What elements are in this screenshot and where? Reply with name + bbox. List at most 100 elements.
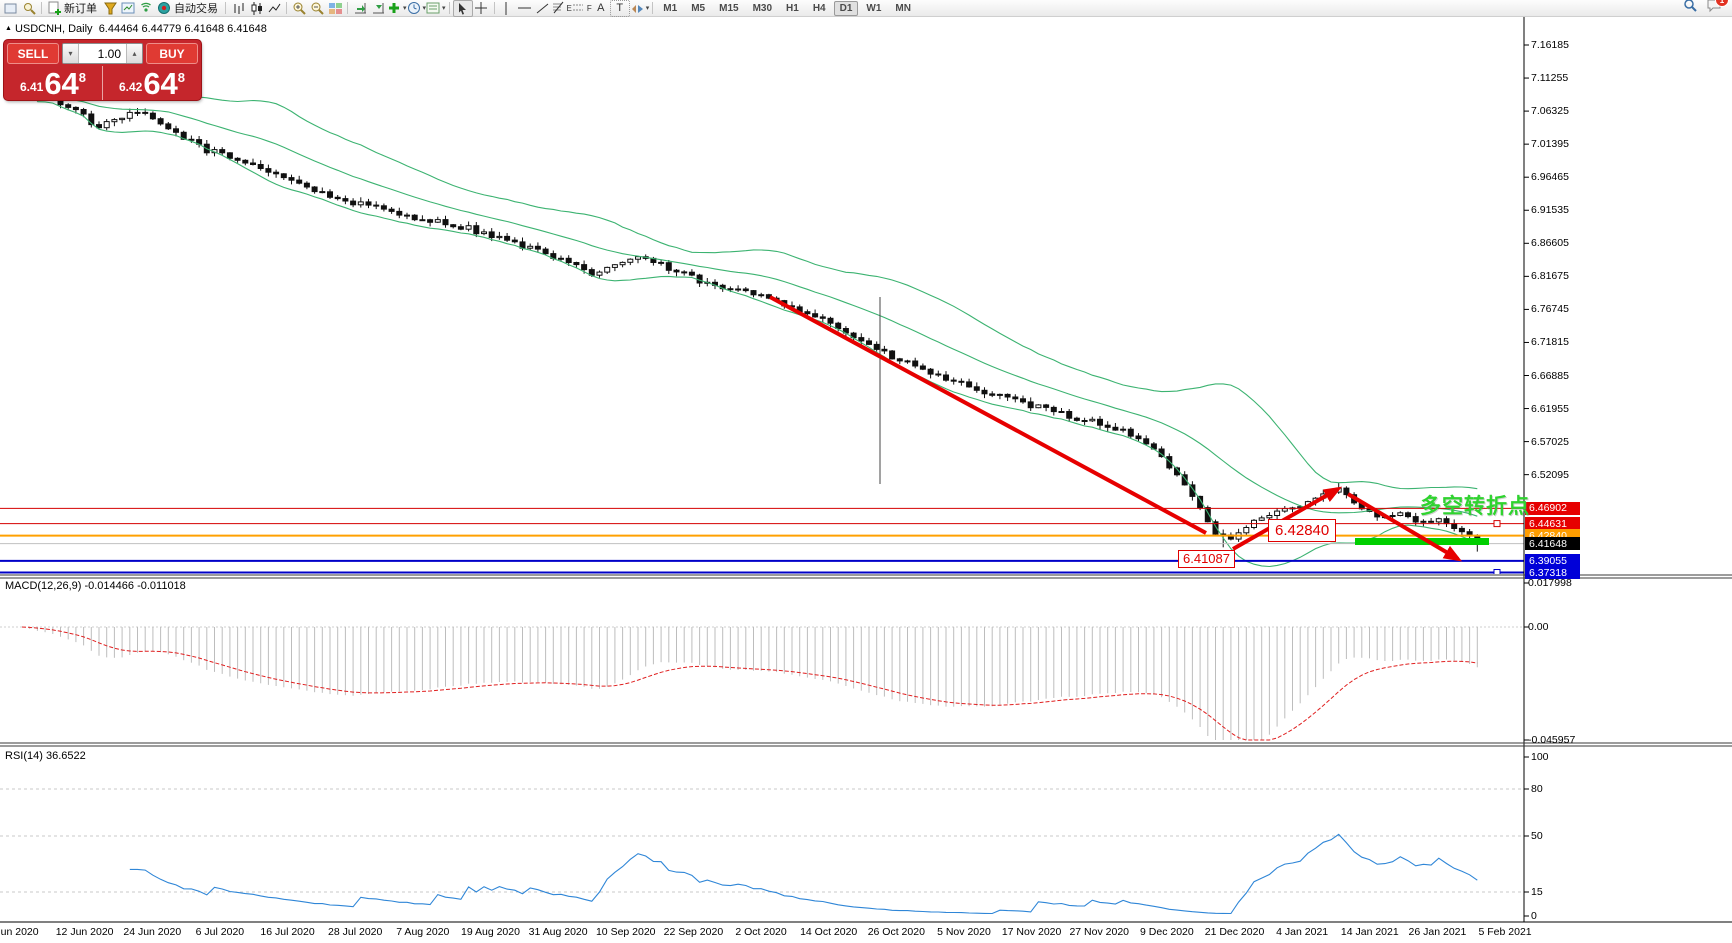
date-label: 17 Nov 2020	[1001, 926, 1062, 938]
buy-price-pips: 64	[143, 66, 178, 100]
candle-body	[542, 248, 549, 255]
horizontal-line-tool-icon[interactable]	[516, 1, 534, 16]
channel-tool-icon[interactable]: F	[572, 1, 592, 16]
chart-preview-icon[interactable]	[20, 1, 38, 16]
trend-annotation-layer[interactable]	[769, 295, 1489, 562]
candle-body	[1389, 515, 1396, 517]
candle-body	[1104, 424, 1111, 428]
signal-icon[interactable]	[137, 1, 155, 16]
line-chart-mode-icon[interactable]	[265, 1, 283, 16]
candle-body	[996, 393, 1003, 396]
volume-decrease-button[interactable]: ▾	[63, 44, 79, 63]
date-label: 21 Dec 2020	[1204, 926, 1265, 938]
sell-quote[interactable]: 6.41 64 8	[4, 66, 103, 100]
candle-body	[658, 261, 665, 264]
timeframe-button-m30[interactable]: M30	[752, 2, 773, 14]
one-click-collapse-icon[interactable]: ▲	[5, 25, 12, 32]
candlestick-mode-icon[interactable]	[247, 1, 265, 16]
periods-clock-icon[interactable]: ▾	[407, 1, 426, 16]
candle-body	[1135, 435, 1142, 440]
timeframe-toolbar: M1 M5 M15 M30 H1 H4 D1 W1 MN	[656, 0, 918, 16]
candle-body	[1112, 426, 1119, 431]
axis-label: 6.57025	[1531, 435, 1569, 448]
candle-body	[288, 177, 295, 181]
tile-windows-icon[interactable]	[326, 1, 344, 16]
indicators-icon[interactable]: ▾	[387, 1, 407, 16]
window-icon[interactable]	[2, 1, 20, 16]
timeframe-button-h4[interactable]: H4	[812, 2, 826, 14]
funnel-icon[interactable]	[101, 1, 119, 16]
line-drag-handle[interactable]	[1493, 569, 1501, 576]
autotrading-icon[interactable]	[155, 1, 173, 16]
candle-body	[919, 365, 926, 370]
candle-body	[635, 256, 641, 260]
candle-body	[673, 269, 680, 273]
zoom-out-icon[interactable]	[308, 1, 326, 16]
timeframe-button-d1[interactable]: D1	[833, 0, 859, 16]
line-drag-handle[interactable]	[1493, 520, 1501, 528]
candle-body	[950, 379, 957, 382]
chart-window-icon[interactable]	[119, 1, 137, 16]
notifications-chat-icon[interactable]: 1	[1706, 0, 1729, 18]
pivot-point-text-annotation[interactable]: 多空转折点	[1420, 495, 1530, 518]
timeframe-button-mn[interactable]: MN	[895, 2, 911, 14]
axis-label: 6.71815	[1531, 336, 1569, 349]
crosshair-tool-icon[interactable]	[473, 1, 491, 16]
volume-increase-button[interactable]: ▴	[126, 44, 142, 63]
new-order-icon[interactable]	[45, 1, 63, 16]
candle-body	[681, 271, 688, 274]
chart-shift-icon[interactable]	[369, 1, 387, 16]
timeframe-button-w1[interactable]: W1	[866, 2, 882, 14]
trend-arrow[interactable]	[1346, 492, 1463, 562]
candle-body	[327, 191, 333, 198]
search-icon[interactable]	[1683, 0, 1698, 18]
date-label: 27 Nov 2020	[1069, 926, 1130, 938]
candle-body	[912, 360, 919, 367]
divider	[347, 2, 348, 14]
sell-button[interactable]: SELL	[7, 43, 59, 64]
candle-body	[1043, 404, 1050, 408]
candle-body	[927, 368, 934, 375]
candle-body	[527, 245, 534, 249]
date-label: 28 Jul 2020	[328, 926, 383, 938]
vertical-line-tool-icon[interactable]	[498, 1, 516, 16]
axis-label: 0.017998	[1528, 577, 1572, 589]
templates-icon[interactable]: ▾	[426, 1, 446, 16]
zoom-in-icon[interactable]	[290, 1, 308, 16]
text-tool-icon[interactable]: A	[597, 2, 605, 14]
buy-button[interactable]: BUY	[146, 43, 198, 64]
arrows-tool-icon[interactable]: ▾	[630, 1, 650, 16]
timeframe-button-h1[interactable]: H1	[786, 2, 799, 14]
timeframe-button-m1[interactable]: M1	[663, 2, 678, 14]
support-zone-rectangle[interactable]	[1355, 538, 1489, 545]
timeframe-button-m15[interactable]: M15	[719, 2, 739, 14]
volume-input[interactable]: 1.00	[97, 46, 121, 61]
candle-body	[373, 204, 380, 207]
axis-label: 7.11255	[1531, 72, 1569, 85]
low-price-annotation[interactable]: 6.41087	[1178, 550, 1235, 568]
trendline-tool-icon[interactable]	[534, 1, 552, 16]
auto-scroll-icon[interactable]	[351, 1, 369, 16]
bar-chart-mode-icon[interactable]	[229, 1, 247, 16]
autotrading-label[interactable]: 自动交易	[174, 3, 218, 15]
text-label-tool-icon[interactable]: T	[609, 0, 630, 17]
candle-body	[873, 343, 880, 350]
chevron-down-icon: ▾	[645, 5, 650, 12]
candle-body	[604, 266, 611, 273]
pullback-price-annotation[interactable]: 6.42840	[1268, 519, 1337, 542]
timeframe-button-m5[interactable]: M5	[691, 2, 706, 14]
trend-arrow[interactable]	[769, 295, 1207, 535]
candle-body	[1143, 438, 1150, 445]
candle-body	[688, 271, 695, 276]
new-order-label[interactable]: 新订单	[64, 3, 97, 15]
candle-body	[396, 210, 403, 216]
sell-price-pips: 64	[44, 66, 79, 100]
buy-quote[interactable]: 6.42 64 8	[103, 66, 201, 100]
sell-price-prefix: 6.41	[19, 80, 44, 94]
date-label: 7 Aug 2020	[396, 926, 450, 938]
cursor-tool-icon[interactable]	[452, 0, 473, 17]
date-label: 14 Oct 2020	[800, 926, 858, 938]
candle-body	[103, 121, 110, 129]
fibonacci-tool-icon[interactable]: E	[552, 1, 572, 16]
